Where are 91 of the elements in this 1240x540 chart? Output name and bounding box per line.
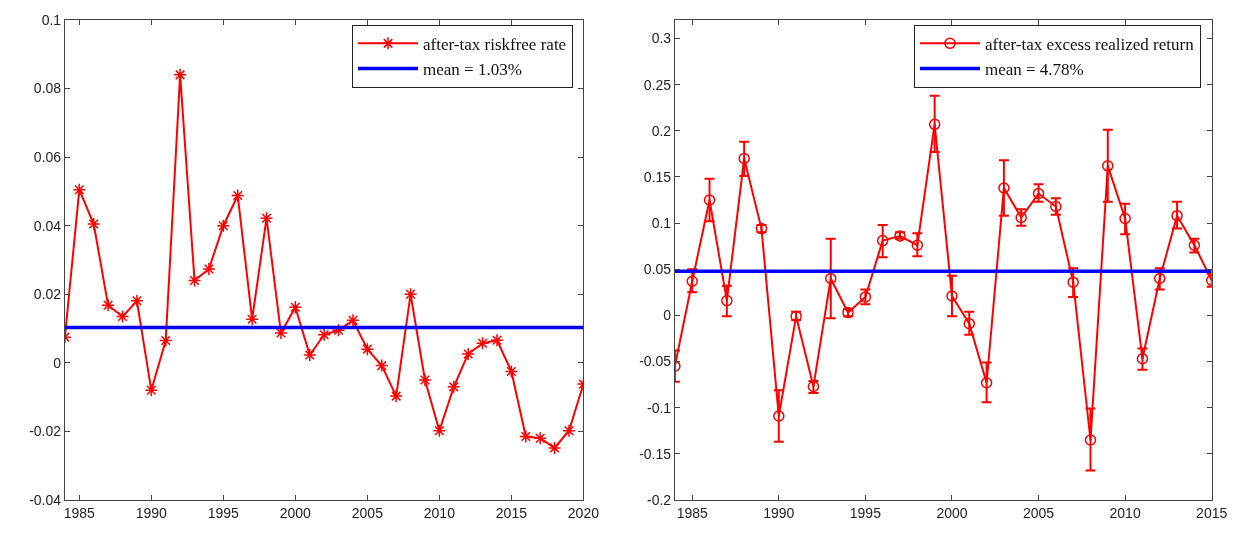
point (876, 234, 889, 247)
point (998, 182, 1010, 194)
point (158, 333, 173, 348)
point (101, 298, 115, 313)
point (980, 377, 993, 389)
point (1084, 434, 1097, 446)
point (432, 423, 447, 438)
x-tick-label: 2005 (1022, 504, 1055, 521)
point (317, 327, 331, 342)
y-tick-label: 0.15 (643, 168, 672, 185)
y-tick-label: 0.1 (41, 11, 62, 28)
y-tick-label: -0.04 (29, 491, 62, 508)
y-tick-label: -0.15 (639, 445, 672, 462)
point (946, 290, 958, 302)
point (1119, 212, 1131, 225)
point (418, 373, 432, 387)
y-tick-label: -0.1 (646, 399, 672, 416)
x-tick-label: 2010 (1109, 504, 1141, 521)
point (686, 275, 698, 287)
x-tick-label: 1995 (849, 504, 882, 521)
x-tick-label: 2010 (423, 504, 456, 521)
point (504, 364, 519, 379)
point (825, 272, 837, 285)
point (1032, 187, 1045, 200)
legend-label: mean = 1.03% (423, 60, 522, 80)
x-tick-label: 1985 (676, 504, 708, 521)
point (173, 68, 187, 82)
x-tick-label: 2015 (1196, 504, 1228, 521)
y-tick-label: 0.25 (643, 76, 672, 93)
point (230, 188, 245, 203)
point (389, 389, 403, 403)
point (130, 294, 144, 308)
y-tick-label: 0.2 (651, 122, 672, 139)
y-tick-label: 0.08 (33, 80, 62, 97)
y-tick-label: 0 (53, 354, 62, 371)
point (86, 217, 101, 231)
point (490, 333, 504, 347)
point (911, 239, 924, 251)
point (1154, 272, 1166, 285)
point (360, 342, 375, 356)
point (375, 358, 389, 373)
point (461, 347, 475, 361)
x-tick-label: 1985 (63, 504, 96, 521)
x-tick-label: 1990 (135, 504, 168, 521)
point (144, 383, 159, 398)
legend-label: mean = 4.78% (984, 60, 1084, 80)
point (259, 211, 274, 225)
legend-label: after-tax riskfree rate (423, 34, 567, 54)
point (963, 317, 976, 330)
point (115, 309, 130, 324)
point (1171, 209, 1183, 222)
y-tick-label: 0.3 (651, 30, 672, 47)
point (216, 218, 231, 233)
point (187, 273, 202, 288)
point (72, 182, 87, 197)
point (303, 348, 317, 362)
y-tick-label: 0 (663, 307, 672, 324)
x-tick-label: 2015 (495, 504, 528, 521)
x-tick-label: 2000 (279, 504, 312, 521)
y-tick-label: -0.02 (29, 423, 62, 440)
x-tick-label: 2005 (351, 504, 384, 521)
point (202, 262, 216, 276)
y-tick-label: 0.1 (651, 214, 672, 231)
x-tick-label: 1990 (763, 504, 795, 521)
point (562, 423, 576, 438)
x-tick-label: 2020 (567, 504, 600, 521)
point (1136, 353, 1149, 365)
point (447, 380, 461, 394)
x-tick-label: 1995 (207, 504, 240, 521)
point (533, 431, 547, 446)
point (1102, 160, 1114, 172)
y-tick-label: 0.04 (33, 217, 62, 234)
point (245, 312, 259, 327)
point (721, 294, 733, 307)
x-tick-label: 2000 (936, 504, 968, 521)
point (475, 336, 490, 351)
point (288, 300, 303, 315)
y-tick-label: 0.06 (33, 149, 62, 166)
y-tick-label: -0.05 (639, 353, 672, 370)
y-tick-label: 0.05 (643, 261, 672, 278)
point (547, 441, 562, 455)
point (773, 410, 785, 422)
y-tick-label: 0.02 (33, 286, 62, 303)
point (346, 313, 360, 328)
point (738, 152, 750, 165)
legend-label: after-tax excess realized return (984, 34, 1195, 54)
point (703, 194, 716, 206)
point (519, 429, 533, 444)
point (1067, 276, 1079, 288)
point (928, 118, 941, 131)
y-tick-label: -0.2 (646, 491, 672, 508)
